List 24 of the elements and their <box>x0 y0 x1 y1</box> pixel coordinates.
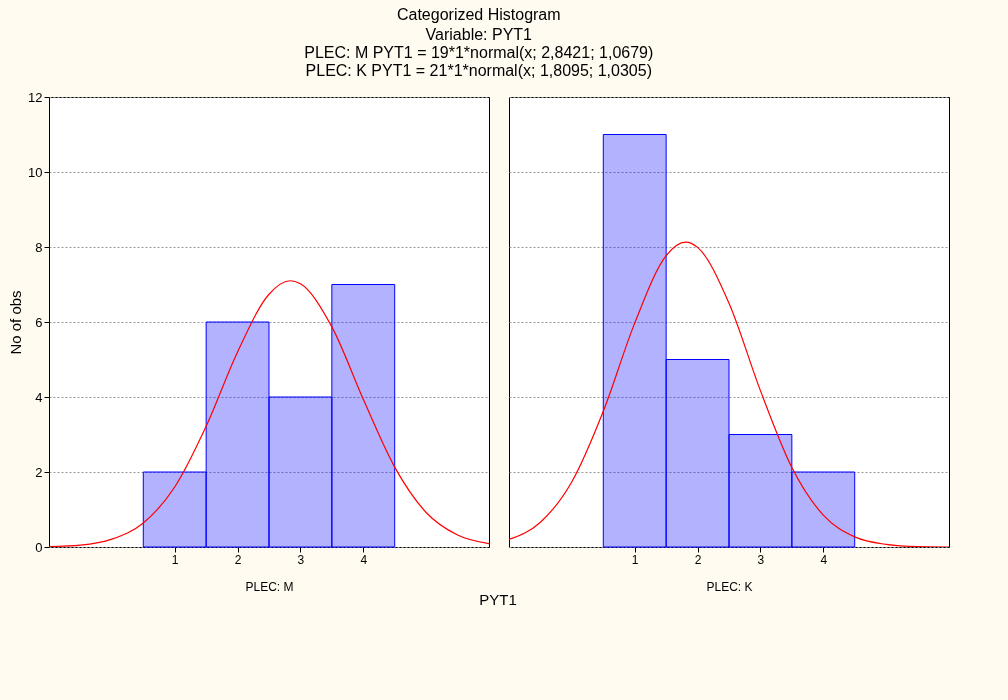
x-tick-label: 3 <box>757 552 765 567</box>
x-tick-label: 3 <box>297 552 305 567</box>
chart-subtitle: Variable: PYT1 <box>425 25 533 43</box>
x-tick-label: 1 <box>171 552 179 567</box>
x-tick-label: 1 <box>631 552 639 567</box>
x-axis-title: PLEC: K <box>706 579 753 594</box>
y-tick-label: 4 <box>35 389 43 405</box>
text: PLEC: K PYT1 = 21*1*normal(x; 1,8095; 1,0305) <box>305 61 652 79</box>
x-tick-label: 2 <box>234 552 242 567</box>
y-tick-label: 10 <box>28 164 43 180</box>
text: PLEC: M PYT1 = 19*1*normal(x; 2,8421; 1,0679) <box>304 43 654 61</box>
y-tick-label: 12 <box>28 89 43 105</box>
x-axis-title: PLEC: M <box>245 579 294 594</box>
x-tick-label: 4 <box>360 552 368 567</box>
y-tick-label: 2 <box>35 464 43 480</box>
y-tick-label: 0 <box>35 539 43 555</box>
y-tick-label: 8 <box>35 239 43 255</box>
chart-title: Categorized Histogram <box>396 5 561 23</box>
x-tick-label: 2 <box>694 552 702 567</box>
text: PYT1 <box>479 591 517 608</box>
line-series <box>49 280 489 547</box>
x-tick-label: 4 <box>820 552 828 567</box>
y-axis-title: No of obs <box>7 290 25 355</box>
y-tick-label: 6 <box>35 314 43 330</box>
